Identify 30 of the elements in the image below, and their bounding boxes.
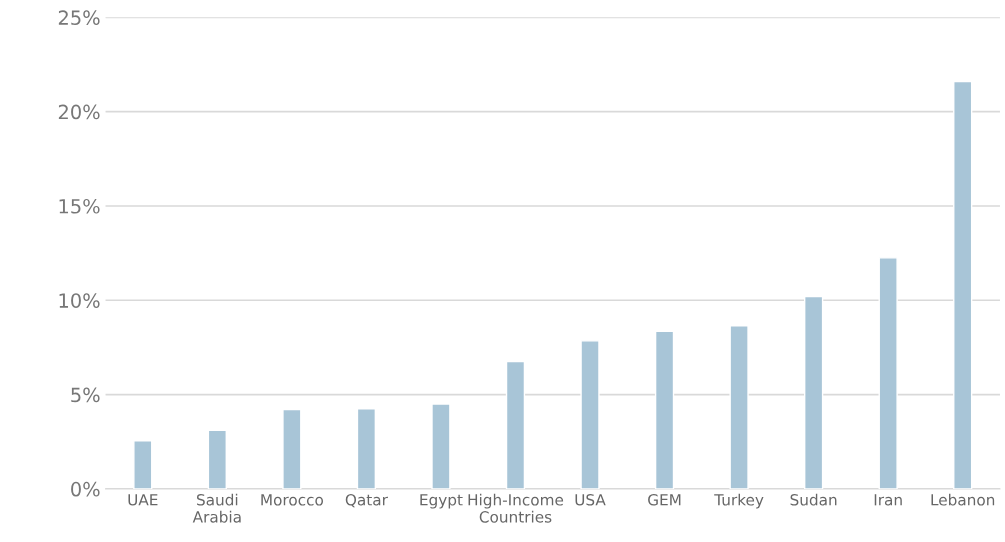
bar xyxy=(729,325,749,489)
y-tick-label: 5% xyxy=(71,387,100,403)
bar xyxy=(953,80,973,489)
x-tick-label: GEM xyxy=(648,494,681,506)
bar xyxy=(803,295,824,489)
x-tick-label: Morocco xyxy=(261,494,324,506)
y-tick-label: 15% xyxy=(59,198,100,214)
x-tick-label: UAE xyxy=(128,494,158,506)
y-tick-label: 20% xyxy=(58,104,100,120)
x-tick-label: Egypt xyxy=(420,494,463,509)
bar xyxy=(133,440,153,489)
x-tick-label: Lebanon xyxy=(931,493,995,506)
bar xyxy=(505,360,526,489)
bar xyxy=(282,408,302,489)
y-tick-label: 0% xyxy=(71,481,100,497)
x-tick-label: Iran xyxy=(874,494,902,506)
y-tick-label: 25% xyxy=(58,10,100,26)
x-tick-label: Turkey xyxy=(714,493,764,509)
y-tick-label: 10% xyxy=(59,293,100,308)
x-tick-label: USA xyxy=(575,494,606,506)
bar xyxy=(654,330,675,489)
x-tick-label: Saudi Arabia xyxy=(192,493,241,523)
bar xyxy=(580,340,600,489)
bar xyxy=(207,429,227,489)
bar xyxy=(431,403,451,489)
x-tick-label: High-Income Countries xyxy=(468,493,564,523)
x-tick-label: Qatar xyxy=(345,494,388,508)
bar xyxy=(878,257,898,489)
bar xyxy=(356,408,377,489)
x-tick-label: Sudan xyxy=(790,493,837,506)
